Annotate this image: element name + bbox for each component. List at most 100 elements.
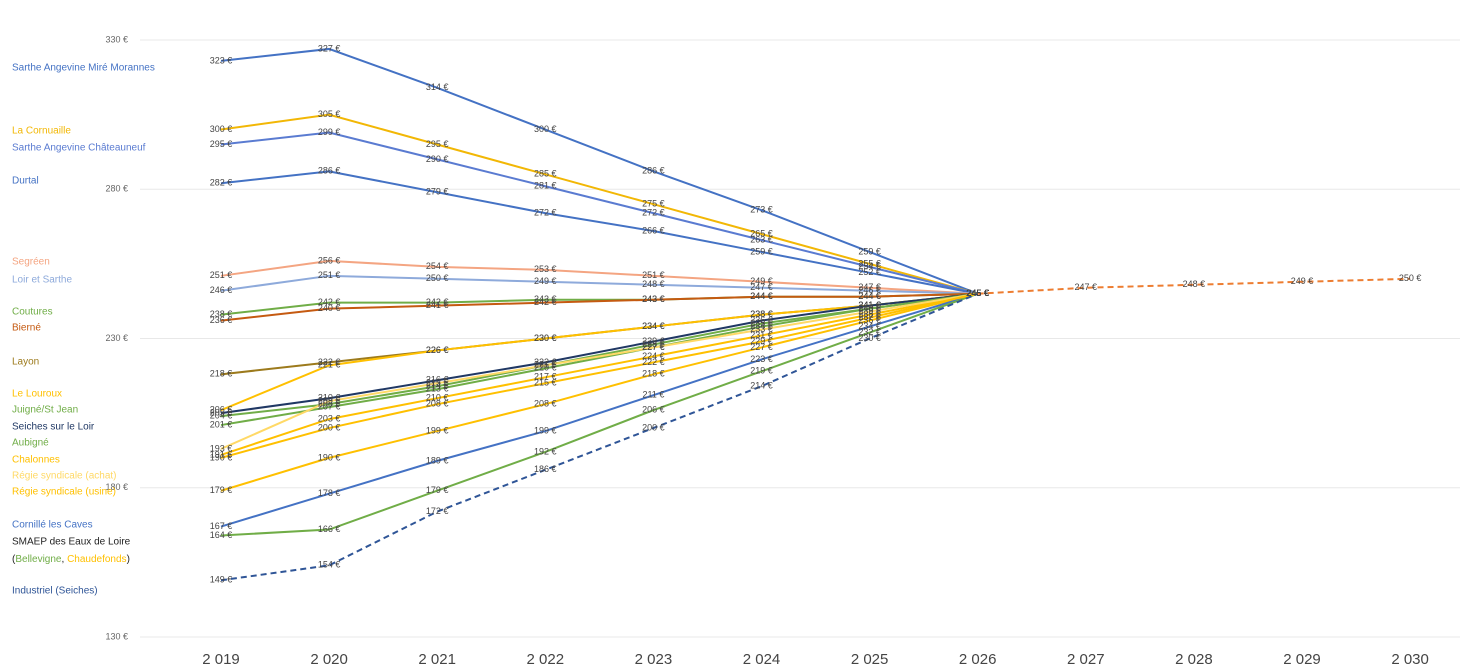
data-label: 209 € [318, 396, 341, 406]
y-tick-label: 280 € [105, 184, 128, 194]
data-label: 199 € [534, 425, 557, 435]
series-line [977, 277, 1411, 295]
data-label: 230 € [534, 333, 557, 343]
data-label: 238 € [750, 309, 773, 319]
data-label: 218 € [642, 369, 665, 379]
data-label: 191 € [210, 449, 233, 459]
data-label: 244 € [750, 291, 773, 301]
data-label: 214 € [426, 381, 449, 391]
data-label: 245 € [966, 288, 989, 298]
legend-label: Coutures [12, 307, 53, 318]
y-tick-label: 330 € [105, 34, 128, 44]
data-label: 253 € [534, 264, 557, 274]
data-label: 247 € [1075, 282, 1098, 292]
data-label: 178 € [318, 488, 341, 498]
data-label: 245 € [966, 288, 989, 298]
data-label: 236 € [858, 315, 881, 325]
data-label: 192 € [534, 446, 557, 456]
data-label: 190 € [210, 452, 233, 462]
data-label: 323 € [210, 55, 233, 65]
data-label: 167 € [210, 521, 233, 531]
data-label: 218 € [210, 369, 233, 379]
y-tick-label: 130 € [105, 631, 128, 641]
data-label: 240 € [858, 303, 881, 313]
data-label: 193 € [210, 443, 233, 453]
series-line [220, 292, 978, 450]
data-label: 251 € [642, 270, 665, 280]
data-label: 186 € [534, 464, 557, 474]
data-label: 230 € [858, 333, 881, 343]
data-label: 254 € [858, 261, 881, 271]
data-label: 286 € [318, 166, 341, 176]
data-label: 265 € [750, 228, 773, 238]
data-label: 245 € [966, 288, 989, 298]
data-label: 290 € [426, 154, 449, 164]
x-tick-label: 2 028 [1175, 651, 1213, 668]
data-label: 208 € [318, 399, 341, 409]
data-label: 250 € [1399, 273, 1422, 283]
data-label: 228 € [642, 339, 665, 349]
data-label: 217 € [534, 372, 557, 382]
legend-label: , [62, 554, 68, 565]
y-tick-label: 230 € [105, 333, 128, 343]
x-tick-label: 2 023 [635, 651, 673, 668]
x-tick-label: 2 022 [527, 651, 565, 668]
data-label: 234 € [642, 321, 665, 331]
data-label: 230 € [534, 333, 557, 343]
data-label: 246 € [210, 285, 233, 295]
data-label: 245 € [966, 288, 989, 298]
data-label: 259 € [750, 246, 773, 256]
data-label: 234 € [642, 321, 665, 331]
series-line [220, 47, 979, 295]
data-label: 190 € [318, 452, 341, 462]
data-label: 243 € [642, 294, 665, 304]
data-label: 245 € [966, 288, 989, 298]
series-line [220, 259, 978, 295]
x-tick-label: 2 026 [959, 651, 997, 668]
data-label: 243 € [642, 294, 665, 304]
data-label: 206 € [210, 405, 233, 415]
legend-group-line: (Bellevigne, Chaudefonds) [12, 554, 130, 565]
x-tick-label: 2 029 [1283, 651, 1321, 668]
data-label: 216 € [426, 375, 449, 385]
data-label: 245 € [966, 288, 989, 298]
data-label: 203 € [318, 413, 341, 423]
legend-label: ) [127, 554, 130, 565]
data-label: 242 € [426, 297, 449, 307]
data-label: 213 € [426, 384, 449, 394]
data-label: 241 € [858, 300, 881, 310]
data-label: 206 € [642, 405, 665, 415]
data-label: 249 € [1291, 276, 1314, 286]
data-label: 211 € [642, 390, 664, 400]
x-tick-label: 2 020 [310, 651, 348, 668]
data-label: 222 € [318, 357, 341, 367]
data-label: 154 € [318, 560, 341, 570]
data-label: 314 € [426, 82, 449, 92]
data-label: 221 € [534, 360, 557, 370]
series-line [220, 292, 978, 415]
data-label: 236 € [750, 315, 773, 325]
data-label: 281 € [534, 181, 557, 191]
legend-label: Layon [12, 357, 39, 368]
legend-label: Régie syndicale (achat) [12, 471, 117, 482]
data-label: 266 € [642, 225, 665, 235]
data-label: 254 € [426, 261, 449, 271]
data-label: 245 € [966, 288, 989, 298]
data-label: 242 € [534, 297, 557, 307]
data-label: 300 € [210, 124, 233, 134]
data-label: 227 € [750, 342, 773, 352]
x-tick-label: 2 021 [418, 651, 456, 668]
data-label: 247 € [750, 282, 773, 292]
data-label: 273 € [750, 205, 773, 215]
data-label: 210 € [318, 393, 341, 403]
data-label: 238 € [210, 309, 233, 319]
data-label: 200 € [318, 422, 341, 432]
data-label: 224 € [642, 351, 665, 361]
data-label: 214 € [750, 381, 773, 391]
legend-label: Bellevigne [15, 554, 62, 565]
data-label: 237 € [858, 312, 881, 322]
legend-label: Bierné [12, 323, 41, 334]
data-label: 282 € [210, 178, 233, 188]
legend-label: Sarthe Angevine Miré Morannes [12, 63, 155, 74]
data-label: 279 € [426, 187, 449, 197]
